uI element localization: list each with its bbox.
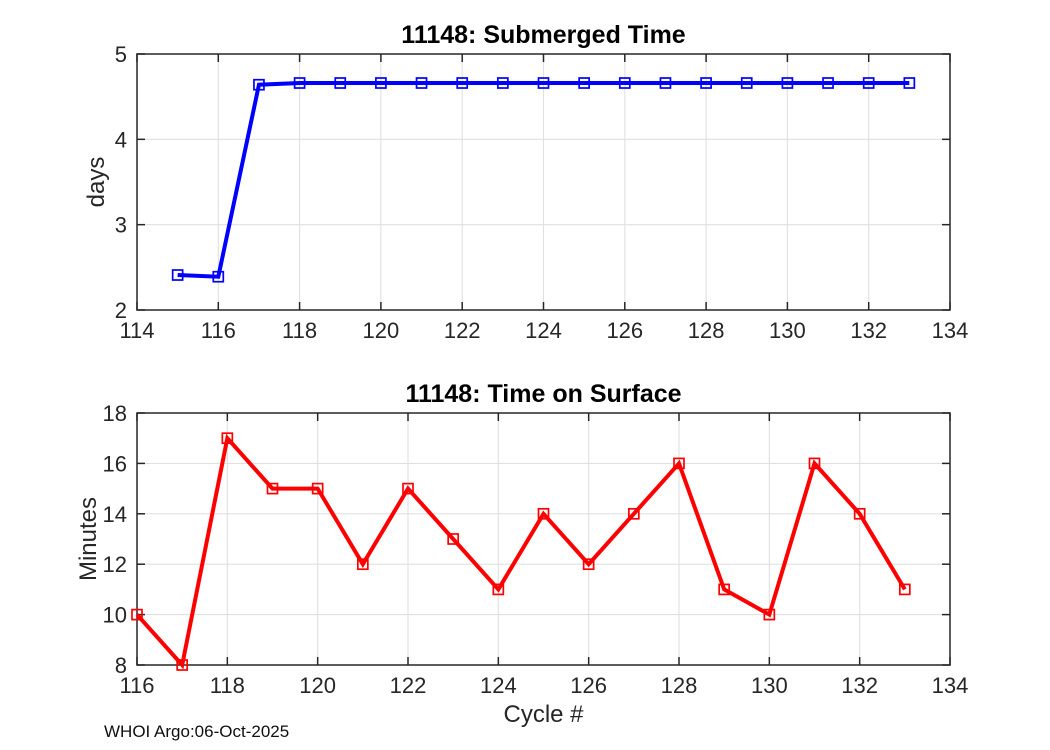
x-tick-label: 118	[210, 673, 245, 698]
data-point-marker	[253, 78, 265, 91]
x-tick-label: 124	[480, 673, 517, 698]
y-tick-label: 4	[115, 127, 127, 152]
data-point-marker	[221, 432, 234, 445]
x-tick-label: 114	[119, 318, 154, 343]
chart-submerged-time: 114 116 118 120 122 124 126 128 130 132 134 2 3 4 5	[115, 42, 969, 343]
y-tick-label: 16	[103, 451, 127, 476]
data-point-marker	[700, 77, 712, 89]
data-point-marker	[497, 77, 509, 89]
y-tick-label: 18	[103, 401, 127, 426]
x-tick-label: 130	[769, 318, 806, 343]
x-tick-label: 122	[444, 318, 481, 343]
data-point-marker	[740, 77, 753, 89]
data-point-marker	[171, 269, 184, 281]
data-point-marker	[402, 482, 414, 495]
data-point-marker	[415, 77, 428, 89]
data-point-marker	[311, 482, 324, 495]
x-tick-label: 126	[570, 673, 607, 698]
top-chart-ylabel: days	[83, 156, 110, 208]
x-tick-label: 132	[841, 673, 878, 698]
top-chart-title: 11148: Submerged Time	[401, 21, 686, 49]
data-point-marker	[447, 533, 460, 545]
x-tick-label: 122	[390, 673, 427, 698]
x-tick-label: 120	[363, 318, 400, 343]
data-point-marker	[618, 77, 631, 89]
y-tick-label: 14	[103, 502, 127, 527]
series-line-surface-minutes	[135, 433, 907, 670]
data-point-marker	[456, 77, 469, 89]
data-point-marker	[356, 558, 369, 571]
chart-time-on-surface: 116 118 120 122 124 126 128 130 132 134 8 10 12 14 16 1…	[103, 401, 969, 698]
x-tick-label: 130	[751, 673, 788, 698]
y-tick-label: 3	[115, 213, 127, 238]
data-point-marker	[266, 482, 279, 495]
data-point-marker	[822, 77, 834, 89]
data-point-marker	[763, 608, 776, 621]
data-point-marker	[212, 270, 225, 283]
x-tick-label: 134	[932, 673, 969, 698]
data-point-marker	[131, 608, 143, 621]
series-line-submerged-days	[177, 81, 910, 279]
data-point-marker	[537, 507, 550, 520]
data-point-marker	[293, 77, 306, 89]
y-tick-label: 2	[115, 298, 127, 323]
data-point-marker	[334, 77, 347, 89]
x-tick-label: 128	[661, 673, 698, 698]
bottom-chart-ylabel: Minutes	[75, 496, 102, 582]
data-point-marker	[898, 583, 911, 596]
data-point-marker	[718, 583, 731, 596]
data-point-marker	[862, 77, 875, 89]
y-tick-label: 12	[103, 552, 127, 577]
x-tick-label: 116	[119, 673, 154, 698]
data-point-marker	[578, 77, 591, 89]
footer-note: WHOI Argo:06-Oct-2025	[104, 722, 290, 741]
axes-box	[136, 412, 951, 666]
data-point-marker	[492, 583, 505, 596]
data-point-marker	[627, 507, 640, 520]
data-point-marker	[903, 77, 916, 89]
bottom-chart-xlabel: Cycle #	[503, 701, 584, 728]
data-point-marker	[808, 457, 821, 470]
y-tick-label: 5	[115, 42, 127, 67]
data-point-marker	[582, 558, 595, 571]
x-tick-label: 124	[525, 318, 562, 343]
x-tick-label: 120	[299, 673, 336, 698]
data-point-marker	[176, 659, 189, 671]
data-point-marker	[659, 77, 672, 89]
x-tick-label: 132	[850, 318, 887, 343]
x-tick-label: 116	[201, 318, 236, 343]
x-tick-label: 134	[932, 318, 969, 343]
data-point-marker	[781, 77, 794, 89]
x-tick-label: 128	[688, 318, 725, 343]
x-tick-label: 118	[282, 318, 317, 343]
data-point-marker	[673, 457, 685, 470]
data-point-marker	[537, 77, 550, 89]
bottom-chart-title: 11148: Time on Surface	[405, 380, 682, 408]
x-tick-label: 126	[606, 318, 643, 343]
data-point-marker	[375, 77, 387, 89]
data-point-marker	[853, 507, 866, 520]
y-tick-label: 10	[103, 603, 127, 628]
y-tick-label: 8	[115, 653, 127, 678]
